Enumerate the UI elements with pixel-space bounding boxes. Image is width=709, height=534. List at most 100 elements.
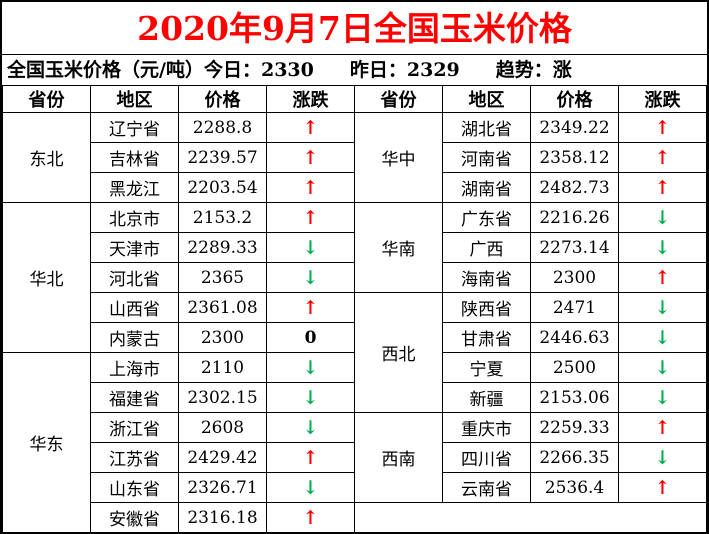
price-cell: 2349.22 [530, 112, 619, 143]
region-cell: 山东省 [90, 472, 179, 503]
region-cell: 上海市 [90, 352, 179, 383]
page-title: 2020年9月7日全国玉米价格 [2, 2, 707, 55]
up-arrow-icon: ↑ [618, 262, 707, 293]
down-arrow-icon: ↓ [618, 352, 707, 383]
up-arrow-icon: ↑ [266, 292, 355, 323]
price-cell: 2429.42 [178, 442, 267, 473]
region-cell: 山西省 [90, 292, 179, 323]
yesterday-label: 昨日： [349, 59, 407, 81]
table-row: 山东省 2326.71 ↓ 云南省 2536.4 ↑ [3, 472, 707, 503]
province-group-cell: 华南 [354, 202, 443, 293]
down-arrow-icon: ↓ [618, 292, 707, 323]
price-cell: 2153.2 [178, 202, 267, 233]
price-cell: 2153.06 [530, 382, 619, 413]
province-group-cell: 东北 [2, 112, 91, 203]
up-arrow-icon: ↑ [618, 472, 707, 503]
header-row: 省份 地区 价格 涨跌 省份 地区 价格 涨跌 [2, 85, 707, 113]
price-cell: 2316.18 [178, 502, 267, 532]
region-cell: 河南省 [442, 142, 531, 173]
col-header-right-3: 涨跌 [618, 85, 707, 113]
down-arrow-icon: ↓ [266, 472, 355, 503]
today-label: 今日： [203, 59, 261, 81]
region-cell: 云南省 [442, 472, 531, 503]
up-arrow-icon: ↑ [618, 412, 707, 443]
region-cell: 广西 [442, 232, 531, 263]
province-group-cell: 华中 [354, 112, 443, 203]
trend-value: 涨 [552, 59, 572, 81]
trend-label: 趋势： [495, 59, 553, 81]
table-row: 东北 辽宁省 2288.8 ↑ 华中 湖北省 2349.22 ↑ [2, 112, 707, 203]
price-cell: 2326.71 [178, 472, 267, 503]
region-cell: 江苏省 [90, 442, 179, 473]
price-cell: 2446.63 [530, 322, 619, 353]
price-cell: 2471 [530, 292, 619, 323]
region-cell: 甘肃省 [442, 322, 531, 353]
price-cell: 2266.35 [530, 442, 619, 473]
down-arrow-icon: ↓ [266, 382, 355, 413]
price-cell: 2361.08 [178, 292, 267, 323]
summary-prefix: 全国玉米价格（元/吨） [7, 59, 204, 81]
region-cell: 海南省 [442, 262, 531, 293]
yesterday-value: 2329 [406, 59, 460, 81]
price-cell: 2216.26 [530, 202, 619, 233]
table-row: 黑龙江 2203.54 ↑ 湖南省 2482.73 ↑ [3, 172, 707, 203]
down-arrow-icon: ↓ [618, 202, 707, 233]
up-arrow-icon: ↑ [618, 112, 707, 143]
price-cell: 2365 [178, 262, 267, 293]
down-arrow-icon: ↓ [618, 322, 707, 353]
province-group-cell: 华北 [2, 202, 91, 353]
price-grid-body: 东北 辽宁省 2288.8 ↑ 华中 湖北省 2349.22 ↑ 吉林省 2239.57 ↑ 河南省 2… [2, 112, 707, 532]
up-arrow-icon: ↑ [266, 202, 355, 233]
col-header-left-2: 价格 [178, 85, 267, 113]
col-header-right-2: 价格 [530, 85, 619, 113]
price-cell: 2288.8 [178, 112, 267, 143]
down-arrow-icon: ↓ [618, 442, 707, 473]
region-cell: 四川省 [442, 442, 531, 473]
up-arrow-icon: ↑ [266, 112, 355, 143]
table-row: 吉林省 2239.57 ↑ 河南省 2358.12 ↑ [3, 142, 707, 173]
up-arrow-icon: ↑ [266, 502, 355, 532]
table-row: 华北 北京市 2153.2 ↑ 华南 广东省 2216.26 ↓ [2, 202, 707, 353]
price-cell: 2500 [530, 352, 619, 383]
col-header-left-3: 涨跌 [266, 85, 355, 113]
region-cell: 吉林省 [90, 142, 179, 173]
price-cell: 2110 [178, 352, 267, 383]
table-row: 天津市 2289.33 ↓ 广西 2273.14 ↓ [3, 232, 707, 263]
region-cell: 天津市 [90, 232, 179, 263]
down-arrow-icon: ↓ [266, 232, 355, 263]
up-arrow-icon: ↑ [266, 142, 355, 173]
price-cell: 2273.14 [530, 232, 619, 263]
region-cell: 内蒙古 [90, 322, 179, 353]
region-cell: 宁夏 [442, 352, 531, 383]
province-group-cell: 华东 [2, 352, 91, 532]
table-row: 山西省 2361.08 ↑ 西北 陕西省 2471 ↓ [3, 292, 707, 413]
today-value: 2330 [260, 59, 314, 81]
price-cell: 2482.73 [530, 172, 619, 203]
region-cell: 湖南省 [442, 172, 531, 203]
down-arrow-icon: ↓ [618, 232, 707, 263]
region-cell: 北京市 [90, 202, 179, 233]
col-header-left-1: 地区 [90, 85, 179, 113]
region-cell: 河北省 [90, 262, 179, 293]
region-cell: 安徽省 [90, 502, 179, 532]
price-cell: 2302.15 [178, 382, 267, 413]
price-cell: 2203.54 [178, 172, 267, 203]
price-cell: 2289.33 [178, 232, 267, 263]
price-cell: 2239.57 [178, 142, 267, 173]
table-row: 河北省 2365 ↓ 海南省 2300 ↑ [3, 262, 707, 293]
col-header-left-0: 省份 [2, 85, 91, 113]
region-cell: 辽宁省 [90, 112, 179, 143]
table-row: 内蒙古 2300 0 甘肃省 2446.63 ↓ [3, 322, 707, 353]
summary-line: 全国玉米价格（元/吨）今日：2330 昨日：2329 趋势：涨 [2, 55, 707, 85]
zero-change-label: 0 [266, 322, 355, 353]
down-arrow-icon: ↓ [266, 412, 355, 443]
region-cell: 陕西省 [442, 292, 531, 323]
down-arrow-icon: ↓ [266, 352, 355, 383]
down-arrow-icon: ↓ [618, 382, 707, 413]
col-header-right-1: 地区 [442, 85, 531, 113]
up-arrow-icon: ↑ [618, 142, 707, 173]
price-cell: 2300 [530, 262, 619, 293]
table-row: 安徽省 2316.18 ↑ [3, 502, 707, 532]
region-cell: 浙江省 [90, 412, 179, 443]
